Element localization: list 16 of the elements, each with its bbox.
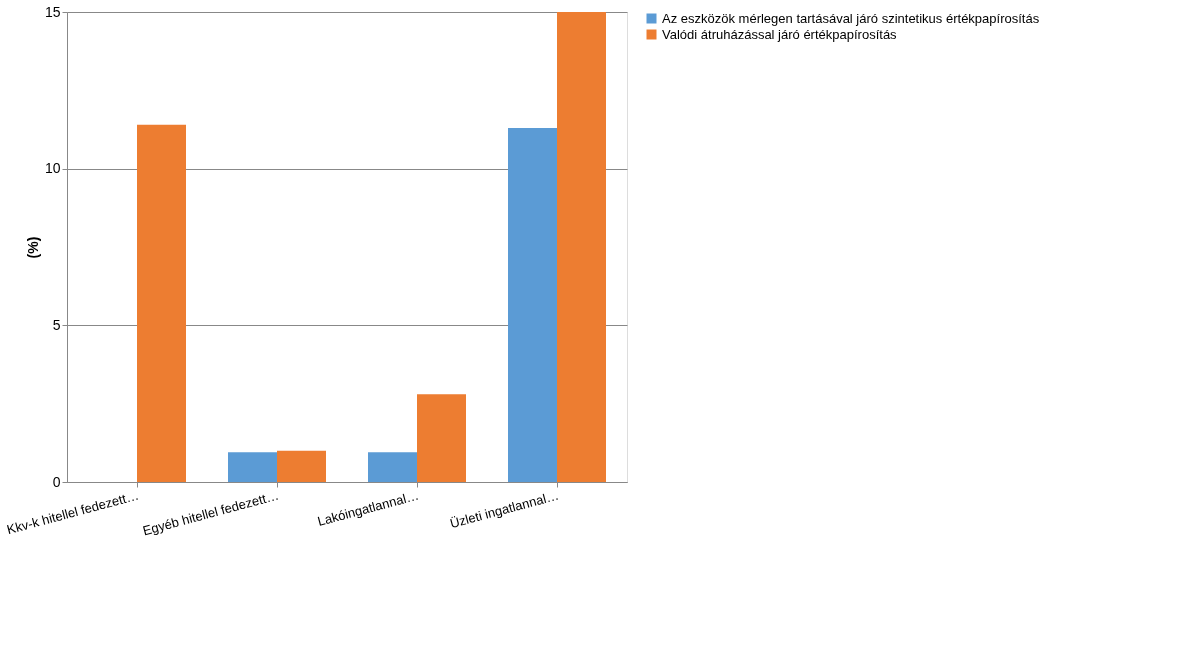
x-tick-label: Egyéb hitellel fedezett…	[141, 487, 281, 539]
legend-label: Az eszközök mérlegen tartásával járó szintetikus értékpapírosítás	[662, 10, 1040, 26]
bar	[417, 394, 466, 482]
y-tick-label: 15	[44, 3, 61, 20]
x-tick-label: Kkv-k hitellel fedezett…	[5, 487, 141, 538]
bar	[368, 452, 417, 482]
y-tick-label: 0	[52, 473, 61, 490]
bar	[557, 12, 606, 482]
bar	[508, 127, 557, 482]
y-tick-label: 5	[52, 316, 61, 333]
bar	[137, 124, 186, 482]
bar	[228, 452, 277, 482]
y-tick-label: 10	[44, 160, 61, 177]
legend-label: Valódi átruházással járó értékpapírosítás	[662, 26, 898, 42]
y-axis-title: (%)	[24, 236, 41, 259]
bar	[277, 450, 326, 482]
